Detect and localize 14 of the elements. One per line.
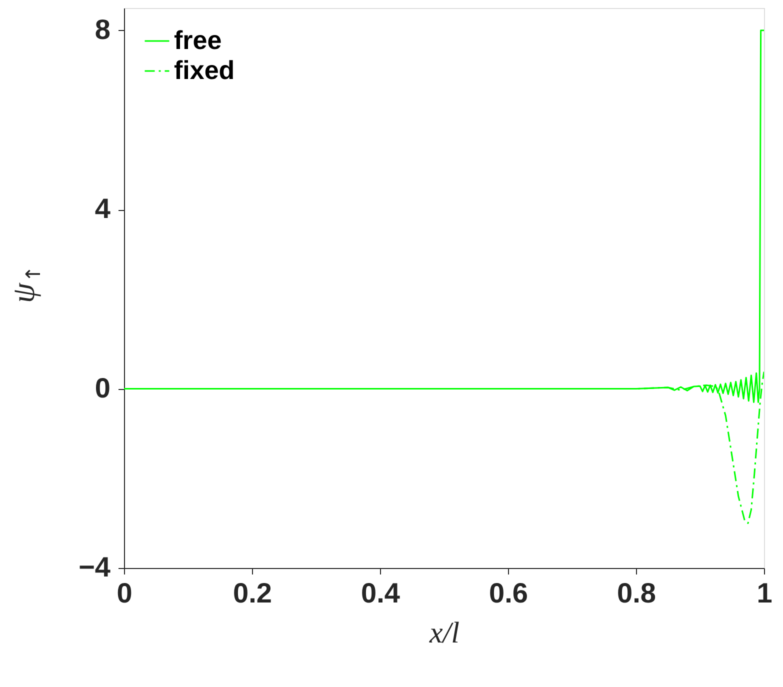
legend-label: fixed [174, 55, 235, 85]
x-axis-title: x/l [428, 616, 460, 650]
y-tick-label: −4 [78, 552, 111, 582]
x-tick-label: 1 [756, 578, 772, 608]
x-tick-label: 0.6 [489, 578, 528, 608]
legend-label: free [174, 25, 222, 55]
x-tick-label: 0 [116, 578, 132, 608]
y-tick-label: 8 [94, 14, 110, 45]
y-axis-title: ψ↑ [5, 266, 45, 303]
x-tick-label: 0.2 [233, 578, 272, 608]
y-tick-label: 0 [94, 372, 110, 404]
x-tick-label: 0.4 [361, 578, 400, 608]
x-tick-label: 0.8 [617, 578, 656, 608]
y-tick-label: 4 [94, 193, 111, 224]
